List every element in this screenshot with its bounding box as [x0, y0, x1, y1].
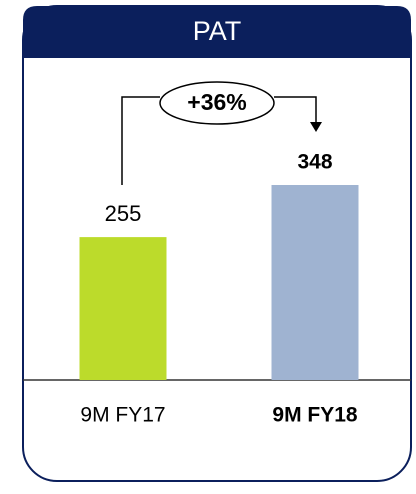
- bracket-right: [274, 96, 317, 124]
- header-band: [23, 6, 411, 58]
- bracket-left: [121, 96, 160, 185]
- value-label: 348: [297, 151, 332, 174]
- arrow-head: [310, 122, 322, 132]
- annotation-ellipse: [159, 81, 275, 125]
- x-tick-label: 9M FY18: [272, 404, 358, 427]
- value-label: 255: [105, 201, 142, 226]
- bar: [79, 237, 167, 380]
- annotation: +36%: [187, 89, 246, 115]
- bar: [271, 185, 359, 380]
- x-tick-label: 9M FY17: [80, 404, 165, 427]
- chart-title: PAT: [193, 16, 242, 46]
